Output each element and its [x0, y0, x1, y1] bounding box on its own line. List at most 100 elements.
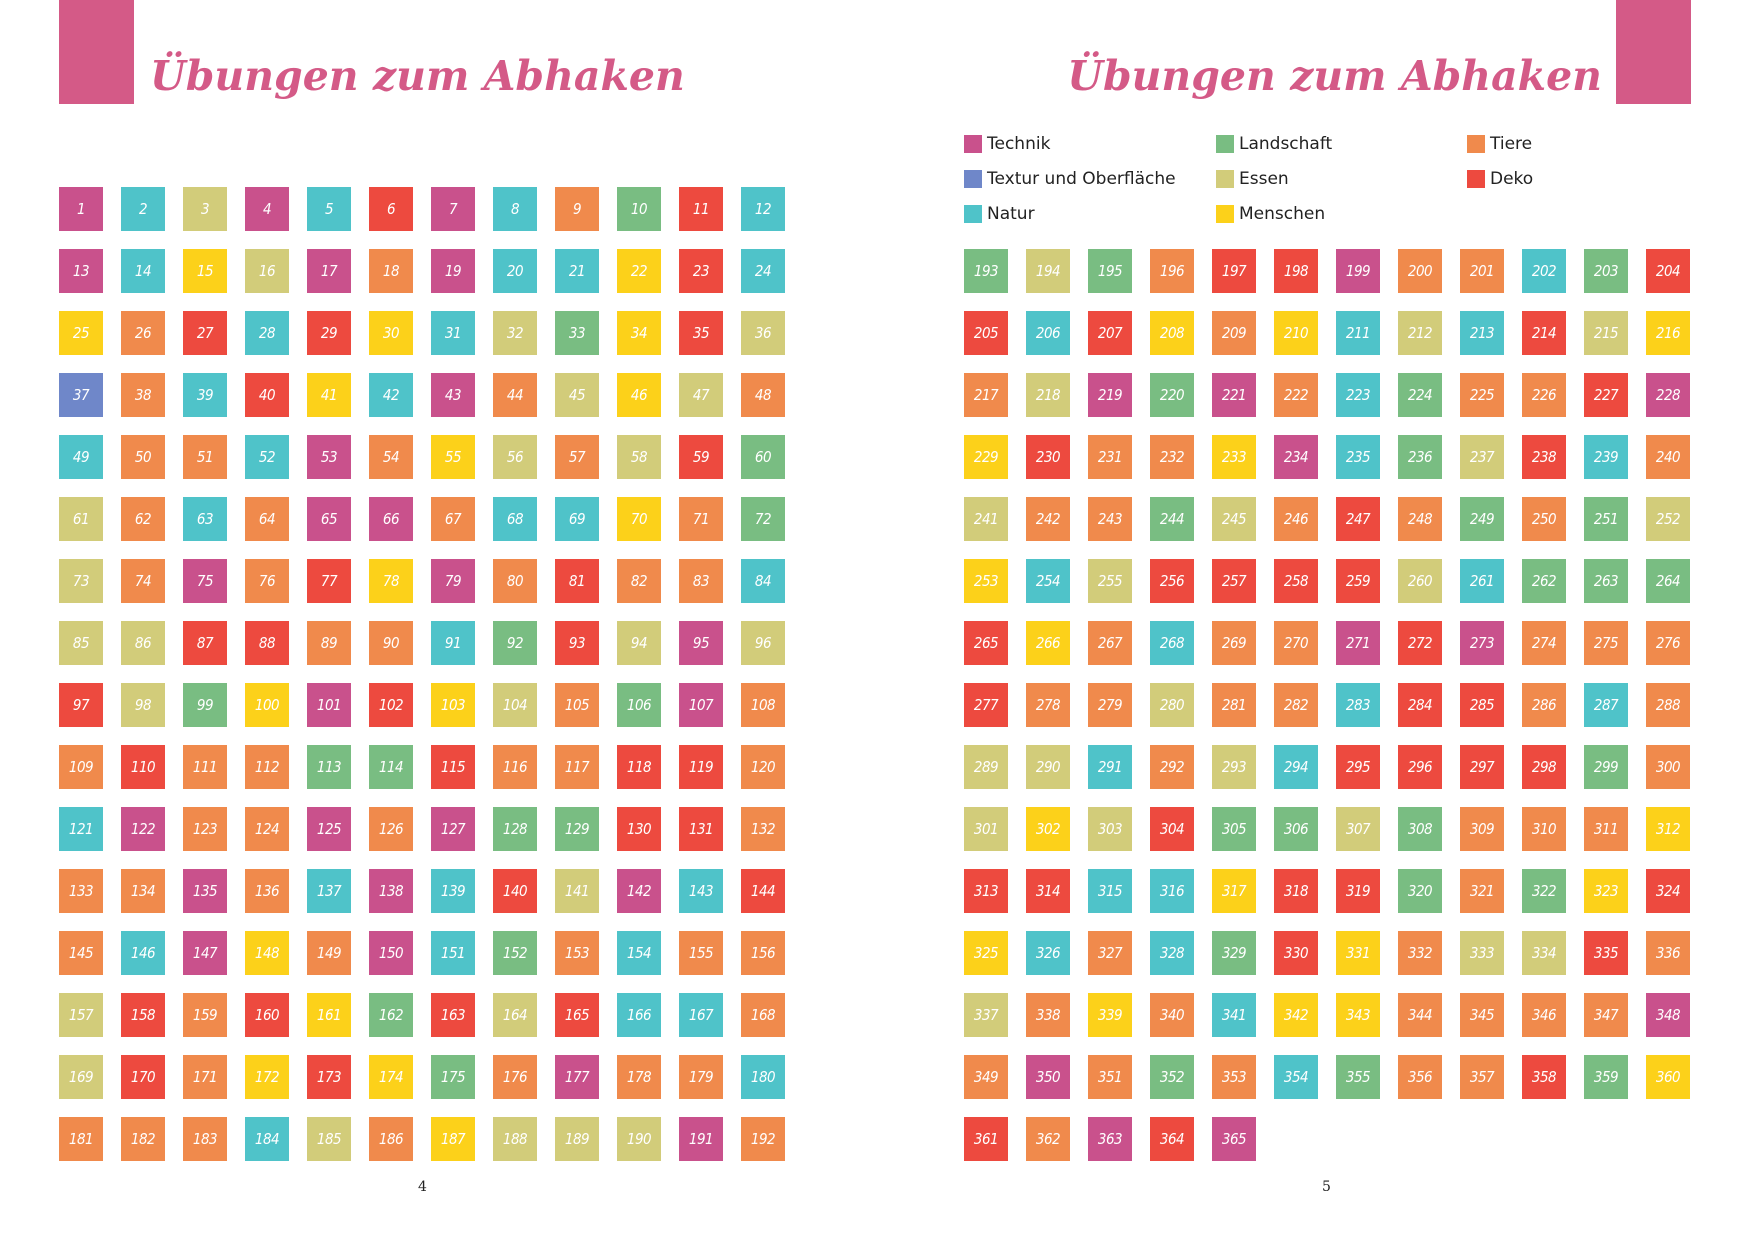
exercise-tile[interactable]: 89 — [307, 621, 351, 665]
exercise-tile[interactable]: 252 — [1646, 497, 1690, 541]
exercise-tile[interactable]: 231 — [1088, 435, 1132, 479]
exercise-tile[interactable]: 355 — [1336, 1055, 1380, 1099]
exercise-tile[interactable]: 195 — [1088, 249, 1132, 293]
exercise-tile[interactable]: 151 — [431, 931, 475, 975]
exercise-tile[interactable]: 132 — [741, 807, 785, 851]
exercise-tile[interactable]: 83 — [679, 559, 723, 603]
exercise-tile[interactable]: 336 — [1646, 931, 1690, 975]
exercise-tile[interactable]: 322 — [1522, 869, 1566, 913]
exercise-tile[interactable]: 354 — [1274, 1055, 1318, 1099]
exercise-tile[interactable]: 117 — [555, 745, 599, 789]
exercise-tile[interactable]: 80 — [493, 559, 537, 603]
exercise-tile[interactable]: 25 — [59, 311, 103, 355]
exercise-tile[interactable]: 279 — [1088, 683, 1132, 727]
exercise-tile[interactable]: 167 — [679, 993, 723, 1037]
exercise-tile[interactable]: 216 — [1646, 311, 1690, 355]
exercise-tile[interactable]: 316 — [1150, 869, 1194, 913]
exercise-tile[interactable]: 110 — [121, 745, 165, 789]
exercise-tile[interactable]: 259 — [1336, 559, 1380, 603]
exercise-tile[interactable]: 337 — [964, 993, 1008, 1037]
exercise-tile[interactable]: 232 — [1150, 435, 1194, 479]
exercise-tile[interactable]: 256 — [1150, 559, 1194, 603]
exercise-tile[interactable]: 269 — [1212, 621, 1256, 665]
exercise-tile[interactable]: 240 — [1646, 435, 1690, 479]
exercise-tile[interactable]: 166 — [617, 993, 661, 1037]
exercise-tile[interactable]: 149 — [307, 931, 351, 975]
exercise-tile[interactable]: 114 — [369, 745, 413, 789]
exercise-tile[interactable]: 91 — [431, 621, 475, 665]
exercise-tile[interactable]: 273 — [1460, 621, 1504, 665]
exercise-tile[interactable]: 233 — [1212, 435, 1256, 479]
exercise-tile[interactable]: 17 — [307, 249, 351, 293]
exercise-tile[interactable]: 143 — [679, 869, 723, 913]
exercise-tile[interactable]: 185 — [307, 1117, 351, 1161]
exercise-tile[interactable]: 192 — [741, 1117, 785, 1161]
exercise-tile[interactable]: 94 — [617, 621, 661, 665]
exercise-tile[interactable]: 161 — [307, 993, 351, 1037]
exercise-tile[interactable]: 9 — [555, 187, 599, 231]
exercise-tile[interactable]: 229 — [964, 435, 1008, 479]
exercise-tile[interactable]: 203 — [1584, 249, 1628, 293]
exercise-tile[interactable]: 158 — [121, 993, 165, 1037]
exercise-tile[interactable]: 116 — [493, 745, 537, 789]
exercise-tile[interactable]: 184 — [245, 1117, 289, 1161]
exercise-tile[interactable]: 358 — [1522, 1055, 1566, 1099]
exercise-tile[interactable]: 172 — [245, 1055, 289, 1099]
exercise-tile[interactable]: 37 — [59, 373, 103, 417]
exercise-tile[interactable]: 310 — [1522, 807, 1566, 851]
exercise-tile[interactable]: 255 — [1088, 559, 1132, 603]
exercise-tile[interactable]: 340 — [1150, 993, 1194, 1037]
exercise-tile[interactable]: 18 — [369, 249, 413, 293]
exercise-tile[interactable]: 309 — [1460, 807, 1504, 851]
exercise-tile[interactable]: 329 — [1212, 931, 1256, 975]
exercise-tile[interactable]: 19 — [431, 249, 475, 293]
exercise-tile[interactable]: 33 — [555, 311, 599, 355]
exercise-tile[interactable]: 26 — [121, 311, 165, 355]
exercise-tile[interactable]: 290 — [1026, 745, 1070, 789]
exercise-tile[interactable]: 187 — [431, 1117, 475, 1161]
exercise-tile[interactable]: 234 — [1274, 435, 1318, 479]
exercise-tile[interactable]: 170 — [121, 1055, 165, 1099]
exercise-tile[interactable]: 28 — [245, 311, 289, 355]
exercise-tile[interactable]: 206 — [1026, 311, 1070, 355]
exercise-tile[interactable]: 346 — [1522, 993, 1566, 1037]
exercise-tile[interactable]: 168 — [741, 993, 785, 1037]
exercise-tile[interactable]: 311 — [1584, 807, 1628, 851]
exercise-tile[interactable]: 121 — [59, 807, 103, 851]
exercise-tile[interactable]: 342 — [1274, 993, 1318, 1037]
exercise-tile[interactable]: 160 — [245, 993, 289, 1037]
exercise-tile[interactable]: 152 — [493, 931, 537, 975]
exercise-tile[interactable]: 217 — [964, 373, 1008, 417]
exercise-tile[interactable]: 29 — [307, 311, 351, 355]
exercise-tile[interactable]: 282 — [1274, 683, 1318, 727]
exercise-tile[interactable]: 207 — [1088, 311, 1132, 355]
exercise-tile[interactable]: 112 — [245, 745, 289, 789]
exercise-tile[interactable]: 128 — [493, 807, 537, 851]
exercise-tile[interactable]: 74 — [121, 559, 165, 603]
exercise-tile[interactable]: 223 — [1336, 373, 1380, 417]
exercise-tile[interactable]: 181 — [59, 1117, 103, 1161]
exercise-tile[interactable]: 284 — [1398, 683, 1442, 727]
exercise-tile[interactable]: 215 — [1584, 311, 1628, 355]
exercise-tile[interactable]: 272 — [1398, 621, 1442, 665]
exercise-tile[interactable]: 253 — [964, 559, 1008, 603]
exercise-tile[interactable]: 313 — [964, 869, 1008, 913]
exercise-tile[interactable]: 72 — [741, 497, 785, 541]
exercise-tile[interactable]: 49 — [59, 435, 103, 479]
exercise-tile[interactable]: 144 — [741, 869, 785, 913]
exercise-tile[interactable]: 251 — [1584, 497, 1628, 541]
exercise-tile[interactable]: 93 — [555, 621, 599, 665]
exercise-tile[interactable]: 31 — [431, 311, 475, 355]
exercise-tile[interactable]: 41 — [307, 373, 351, 417]
exercise-tile[interactable]: 107 — [679, 683, 723, 727]
exercise-tile[interactable]: 260 — [1398, 559, 1442, 603]
exercise-tile[interactable]: 146 — [121, 931, 165, 975]
exercise-tile[interactable]: 174 — [369, 1055, 413, 1099]
exercise-tile[interactable]: 315 — [1088, 869, 1132, 913]
exercise-tile[interactable]: 99 — [183, 683, 227, 727]
exercise-tile[interactable]: 204 — [1646, 249, 1690, 293]
exercise-tile[interactable]: 324 — [1646, 869, 1690, 913]
exercise-tile[interactable]: 268 — [1150, 621, 1194, 665]
exercise-tile[interactable]: 71 — [679, 497, 723, 541]
exercise-tile[interactable]: 20 — [493, 249, 537, 293]
